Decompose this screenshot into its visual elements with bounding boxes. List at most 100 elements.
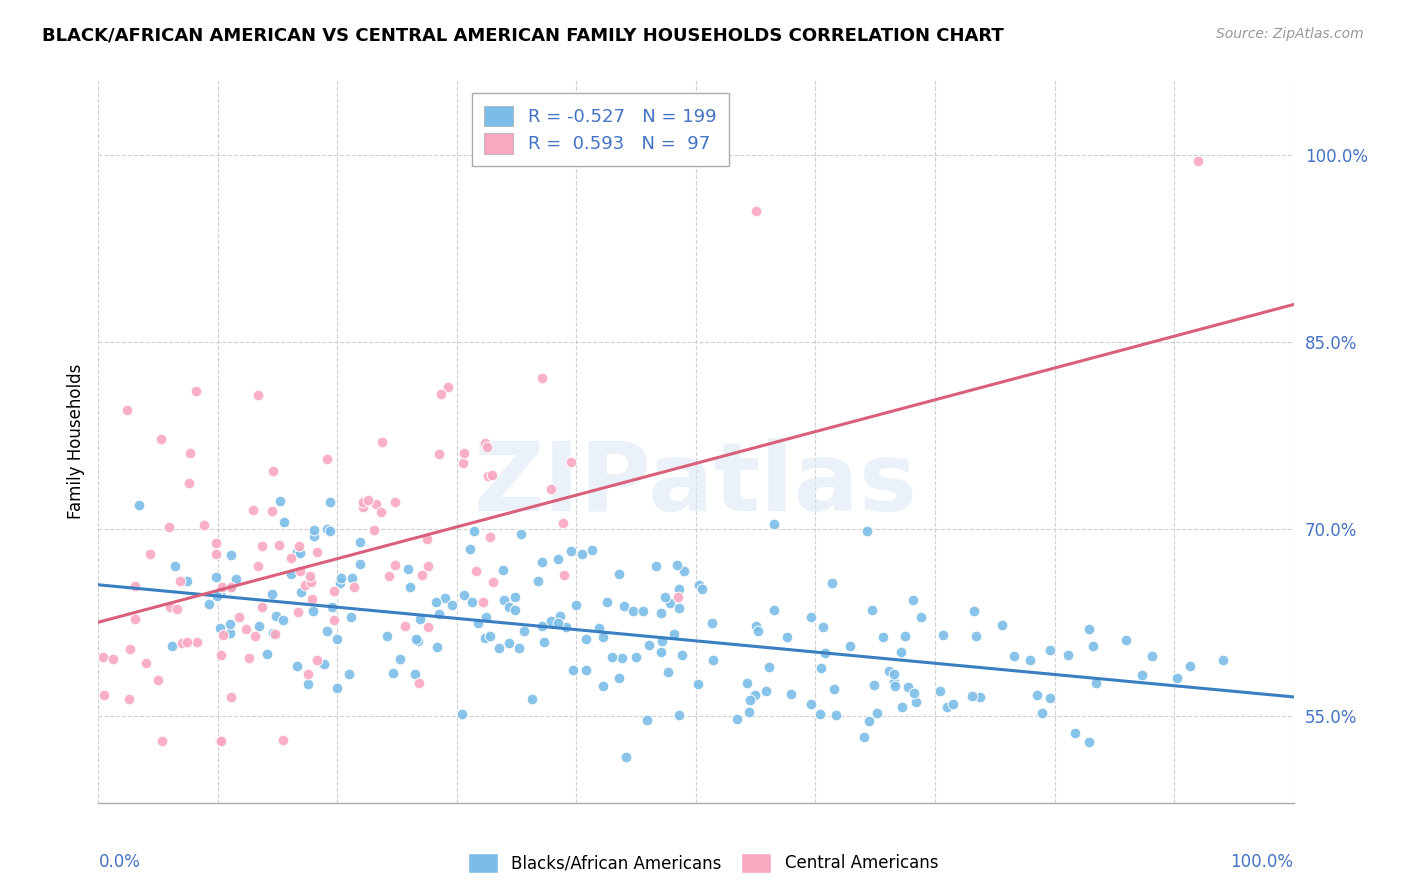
Point — [371, 435, 394, 450]
Point — [451, 457, 474, 471]
Point — [247, 558, 270, 573]
Point — [860, 603, 883, 617]
Point — [657, 665, 679, 680]
Point — [823, 682, 845, 697]
Point — [522, 692, 544, 706]
Point — [1081, 639, 1104, 653]
Point — [903, 686, 925, 700]
Point — [326, 632, 349, 647]
Point — [1039, 690, 1062, 705]
Point — [475, 440, 498, 454]
Point — [613, 599, 636, 614]
Point — [554, 620, 576, 634]
Point — [904, 695, 927, 709]
Point — [166, 602, 188, 616]
Point — [288, 564, 311, 578]
Point — [808, 706, 831, 721]
Legend: Blacks/African Americans, Central Americans: Blacks/African Americans, Central Americ… — [461, 847, 945, 880]
Point — [430, 387, 453, 401]
Point — [492, 593, 515, 607]
Point — [271, 613, 294, 627]
Point — [858, 714, 880, 729]
Point — [396, 561, 419, 575]
Point — [266, 609, 288, 624]
Point — [375, 629, 398, 643]
Point — [115, 402, 138, 417]
Point — [235, 622, 257, 636]
Point — [193, 518, 215, 533]
Point — [467, 616, 489, 631]
Point — [219, 690, 242, 704]
Point — [219, 580, 242, 594]
Point — [118, 642, 141, 657]
Point — [666, 590, 689, 604]
Point — [209, 733, 232, 747]
Point — [531, 555, 554, 569]
Point — [592, 680, 614, 694]
Point — [747, 624, 769, 638]
Point — [744, 688, 766, 702]
Point — [288, 546, 311, 560]
Point — [315, 521, 337, 535]
Point — [547, 616, 569, 631]
Point — [531, 370, 554, 384]
Point — [389, 652, 412, 666]
Point — [853, 731, 876, 745]
Point — [186, 635, 208, 649]
Point — [316, 624, 339, 638]
Point — [349, 535, 371, 549]
Point — [394, 619, 416, 633]
Point — [256, 647, 278, 661]
Point — [776, 630, 799, 644]
Point — [209, 621, 232, 635]
Point — [426, 640, 449, 655]
Point — [702, 653, 724, 667]
Point — [128, 499, 150, 513]
Point — [124, 579, 146, 593]
Point — [512, 624, 534, 638]
Point — [553, 568, 575, 582]
Point — [1212, 652, 1234, 666]
Point — [441, 599, 464, 613]
Point — [150, 733, 173, 747]
Point — [763, 517, 786, 532]
Point — [176, 574, 198, 589]
Point — [330, 570, 353, 584]
Point — [1025, 688, 1047, 702]
Point — [758, 660, 780, 674]
Point — [409, 612, 432, 626]
Point — [263, 626, 285, 640]
Point — [503, 590, 526, 604]
Point — [475, 609, 498, 624]
Point — [378, 568, 401, 582]
Point — [225, 573, 247, 587]
Point — [1039, 643, 1062, 657]
Point — [963, 604, 986, 618]
Point — [883, 679, 905, 693]
Point — [686, 676, 709, 690]
Point — [571, 547, 593, 561]
Point — [540, 614, 562, 628]
Point — [910, 609, 932, 624]
Point — [935, 700, 957, 714]
Point — [249, 619, 271, 633]
Point — [688, 578, 710, 592]
Text: BLACK/AFRICAN AMERICAN VS CENTRAL AMERICAN FAMILY HOUSEHOLDS CORRELATION CHART: BLACK/AFRICAN AMERICAN VS CENTRAL AMERIC… — [42, 27, 1004, 45]
Point — [503, 603, 526, 617]
Point — [304, 524, 326, 538]
Point — [262, 626, 284, 640]
Point — [302, 604, 325, 618]
Point — [479, 530, 502, 544]
Point — [205, 548, 228, 562]
Point — [690, 582, 713, 597]
Point — [205, 590, 228, 604]
Point — [810, 661, 832, 675]
Point — [662, 627, 685, 641]
Point — [969, 690, 991, 704]
Point — [162, 639, 184, 653]
Point — [666, 558, 689, 572]
Point — [637, 638, 659, 652]
Point — [273, 515, 295, 529]
Point — [219, 626, 242, 640]
Point — [269, 493, 291, 508]
